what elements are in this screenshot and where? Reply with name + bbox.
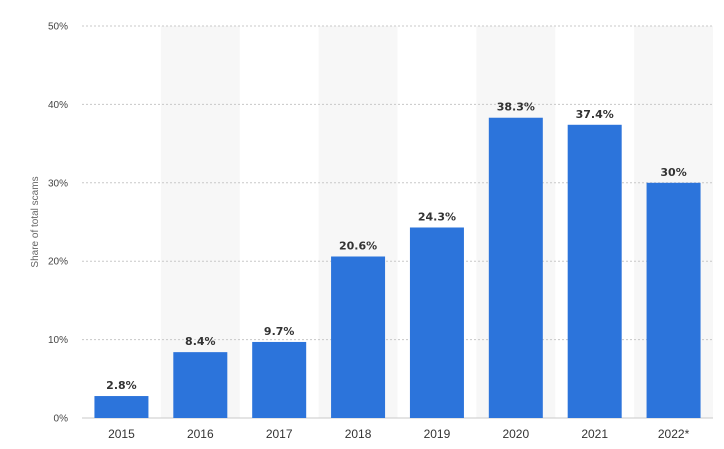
data-label: 20.6% [339, 239, 377, 252]
data-label: 38.3% [497, 101, 535, 114]
y-tick-label: 30% [48, 178, 68, 189]
x-tick-label: 2021 [581, 427, 608, 441]
bar [331, 256, 386, 418]
data-label: 2.8% [106, 379, 137, 392]
bar [409, 227, 464, 418]
y-tick-label: 40% [48, 100, 68, 111]
x-axis-ticks: 2015 2016 2017 2018 2019 2020 2021 2022* [108, 427, 689, 441]
x-tick-label: 2017 [266, 427, 293, 441]
y-tick-label: 20% [48, 257, 68, 268]
data-label: 24.3% [418, 210, 456, 223]
data-label: 8.4% [185, 335, 216, 348]
x-tick-label: 2015 [108, 427, 135, 441]
y-tick-label: 0% [54, 414, 69, 425]
x-tick-label: 2016 [187, 427, 214, 441]
x-tick-label: 2019 [424, 427, 451, 441]
y-axis-ticks: 0% 10% 20% 30% 40% 50% [48, 22, 68, 425]
x-tick-label: 2018 [345, 427, 372, 441]
y-tick-label: 50% [48, 22, 68, 33]
data-label: 9.7% [264, 325, 295, 338]
bar [94, 396, 149, 418]
data-label: 30% [660, 166, 686, 179]
bars [94, 117, 701, 418]
y-axis-title: Share of total scams [30, 176, 41, 267]
y-tick-label: 10% [48, 335, 68, 346]
bar [567, 124, 622, 418]
data-label: 37.4% [576, 108, 614, 121]
bar [488, 117, 543, 418]
bar [173, 352, 228, 418]
bar [252, 341, 307, 418]
x-tick-label: 2022* [658, 427, 690, 441]
bar [646, 182, 701, 418]
data-labels: 2.8% 8.4% 9.7% 20.6% 24.3% 38.3% 37.4% 30% [106, 101, 687, 392]
x-tick-label: 2020 [502, 427, 529, 441]
